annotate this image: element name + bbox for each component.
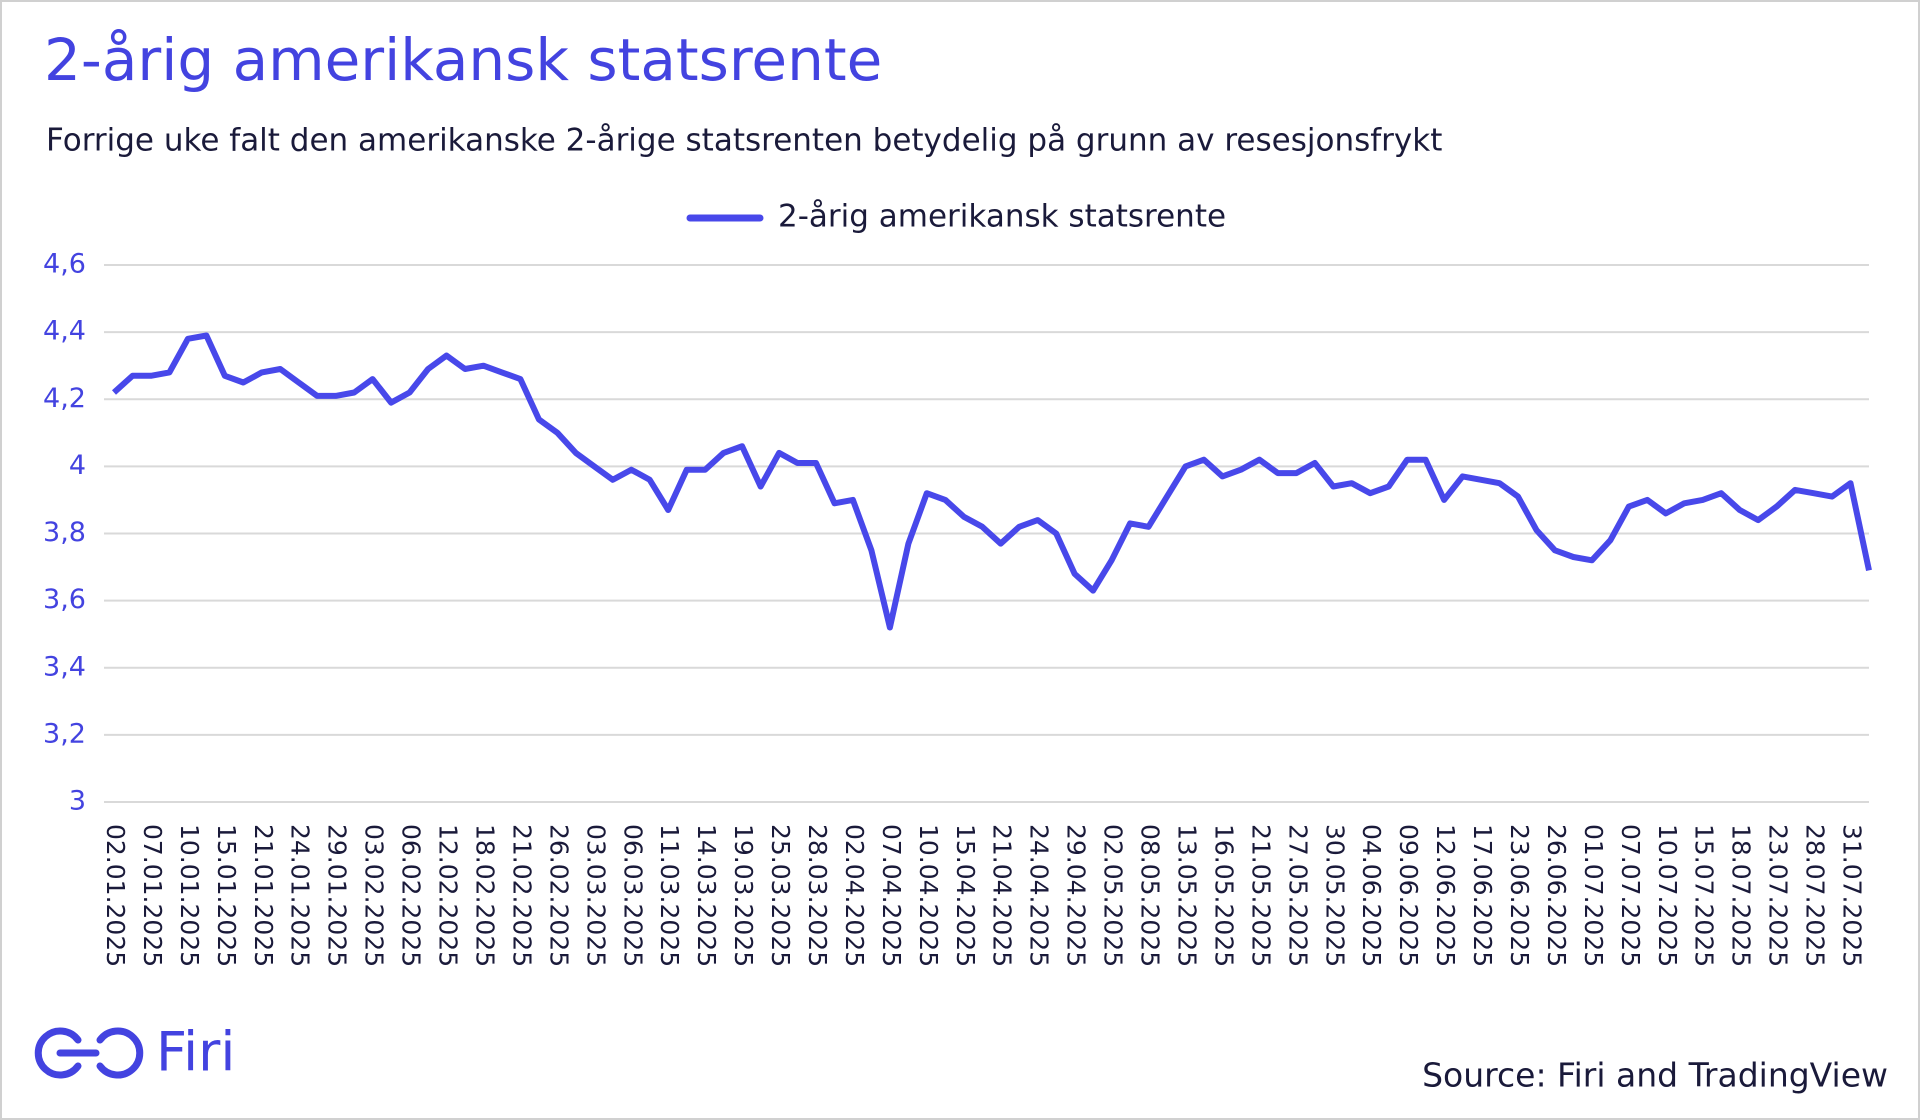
x-tick-label: 21.01.2025 — [249, 824, 278, 967]
x-tick-label: 21.04.2025 — [988, 824, 1017, 967]
y-tick-label: 3,4 — [43, 651, 86, 682]
x-tick-label: 24.01.2025 — [286, 824, 315, 967]
data-line — [111, 332, 1872, 631]
x-tick-label: 29.04.2025 — [1062, 824, 1091, 967]
source: Source: Firi and TradingView — [1422, 1056, 1888, 1095]
x-tick-label: 02.04.2025 — [840, 824, 869, 967]
x-tick-label: 26.02.2025 — [544, 824, 573, 967]
x-tick-label: 16.05.2025 — [1209, 824, 1238, 967]
y-tick-label: 4,6 — [43, 249, 86, 280]
x-tick-label: 12.06.2025 — [1431, 824, 1460, 967]
y-tick-label: 3,8 — [43, 517, 86, 548]
x-tick-label: 31.07.2025 — [1838, 824, 1867, 967]
x-tick-label: 13.05.2025 — [1172, 824, 1201, 967]
y-tick-label: 3,2 — [43, 718, 86, 749]
x-tick-label: 11.03.2025 — [655, 824, 684, 967]
chart-title: 2-årig amerikansk statsrente — [44, 26, 882, 94]
x-tick-label: 06.02.2025 — [397, 824, 426, 967]
x-tick-label: 15.04.2025 — [951, 824, 980, 967]
x-tick-label: 07.01.2025 — [138, 824, 167, 967]
x-tick-label: 26.06.2025 — [1542, 824, 1571, 967]
logo: Firi — [34, 1021, 235, 1084]
y-tick-label: 4 — [69, 450, 86, 481]
x-tick-label: 29.01.2025 — [323, 824, 352, 967]
x-tick-label: 23.06.2025 — [1505, 824, 1534, 967]
y-tick-label: 4,4 — [43, 316, 86, 347]
x-tick-label: 15.07.2025 — [1690, 824, 1719, 967]
x-tick-label: 28.07.2025 — [1801, 824, 1830, 967]
x-tick-label: 10.07.2025 — [1653, 824, 1682, 967]
x-tick-label: 19.03.2025 — [729, 824, 758, 967]
x-tick-label: 21.05.2025 — [1246, 824, 1275, 967]
x-tick-label: 18.07.2025 — [1727, 824, 1756, 967]
x-tick-label: 18.02.2025 — [470, 824, 499, 967]
x-tick-label: 10.04.2025 — [914, 824, 943, 967]
x-tick-label: 07.04.2025 — [877, 824, 906, 967]
x-tick-label: 23.07.2025 — [1764, 824, 1793, 967]
y-tick-label: 4,2 — [43, 383, 86, 414]
x-tick-label: 01.07.2025 — [1579, 824, 1608, 967]
x-tick-label: 07.07.2025 — [1616, 824, 1645, 967]
logo-text: Firi — [156, 1021, 235, 1084]
x-tick-label: 27.05.2025 — [1283, 824, 1312, 967]
x-tick-label: 17.06.2025 — [1468, 824, 1497, 967]
x-tick-label: 06.03.2025 — [618, 824, 647, 967]
x-tick-label: 02.05.2025 — [1099, 824, 1128, 967]
x-tick-label: 09.06.2025 — [1394, 824, 1423, 967]
x-tick-label: 12.02.2025 — [434, 824, 463, 967]
logo-icon — [34, 1027, 144, 1079]
legend-label: 2-årig amerikansk statsrente — [778, 199, 1226, 235]
x-tick-label: 02.01.2025 — [101, 824, 130, 967]
x-tick-label: 30.05.2025 — [1320, 824, 1349, 967]
x-tick-label: 08.05.2025 — [1136, 824, 1165, 967]
x-tick-label: 15.01.2025 — [212, 824, 241, 967]
x-tick-label: 04.06.2025 — [1357, 824, 1386, 967]
y-tick-label: 3,6 — [43, 584, 86, 615]
y-tick-label: 3 — [69, 786, 86, 817]
x-tick-label: 10.01.2025 — [175, 824, 204, 967]
x-tick-label: 24.04.2025 — [1025, 824, 1054, 967]
x-tick-label: 25.03.2025 — [766, 824, 795, 967]
x-tick-label: 28.03.2025 — [803, 824, 832, 967]
x-tick-label: 03.03.2025 — [581, 824, 610, 967]
chart-subtitle: Forrige uke falt den amerikanske 2-årige… — [46, 123, 1442, 159]
x-tick-label: 21.02.2025 — [507, 824, 536, 967]
x-tick-label: 03.02.2025 — [360, 824, 389, 967]
x-tick-label: 14.03.2025 — [692, 824, 721, 967]
